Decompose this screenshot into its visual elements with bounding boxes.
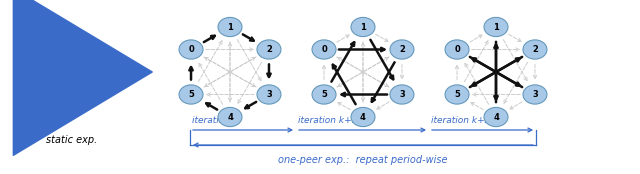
Text: 1: 1	[493, 22, 499, 31]
Text: 4: 4	[360, 113, 366, 121]
Text: 1: 1	[360, 22, 366, 31]
Ellipse shape	[390, 85, 414, 104]
Text: 0: 0	[454, 45, 460, 54]
Text: iteration k+1: iteration k+1	[298, 116, 357, 125]
Ellipse shape	[484, 107, 508, 127]
Text: 2: 2	[93, 53, 99, 62]
Ellipse shape	[179, 40, 203, 59]
Text: 0: 0	[321, 45, 327, 54]
Text: 5: 5	[321, 90, 327, 99]
Text: one-peer exp.:  repeat period-wise: one-peer exp.: repeat period-wise	[278, 155, 448, 165]
Ellipse shape	[85, 49, 108, 67]
Ellipse shape	[351, 107, 375, 127]
Ellipse shape	[36, 49, 59, 67]
Ellipse shape	[484, 17, 508, 37]
Ellipse shape	[312, 85, 336, 104]
Ellipse shape	[445, 40, 469, 59]
Text: iteration k+2: iteration k+2	[431, 116, 490, 125]
Ellipse shape	[61, 35, 83, 53]
Ellipse shape	[257, 40, 281, 59]
Text: 0: 0	[188, 45, 194, 54]
Ellipse shape	[351, 17, 375, 37]
Text: 3: 3	[532, 90, 538, 99]
Ellipse shape	[523, 40, 547, 59]
Ellipse shape	[390, 40, 414, 59]
Ellipse shape	[36, 77, 59, 95]
Ellipse shape	[85, 77, 108, 95]
Text: 5: 5	[45, 81, 51, 90]
Text: iteration k: iteration k	[192, 116, 238, 125]
Text: 5: 5	[454, 90, 460, 99]
Text: static exp.: static exp.	[46, 135, 98, 145]
Text: 3: 3	[266, 90, 272, 99]
Ellipse shape	[179, 85, 203, 104]
Text: 0: 0	[45, 53, 51, 62]
Text: 2: 2	[266, 45, 272, 54]
Text: 1: 1	[227, 22, 233, 31]
Ellipse shape	[61, 91, 83, 109]
Text: 2: 2	[532, 45, 538, 54]
Ellipse shape	[523, 85, 547, 104]
Text: 4: 4	[493, 113, 499, 121]
Text: 3: 3	[399, 90, 405, 99]
Text: 4: 4	[69, 96, 75, 105]
Ellipse shape	[445, 85, 469, 104]
Text: 1: 1	[69, 39, 75, 49]
Ellipse shape	[312, 40, 336, 59]
Ellipse shape	[218, 107, 242, 127]
Text: 5: 5	[188, 90, 194, 99]
Ellipse shape	[257, 85, 281, 104]
Text: 3: 3	[93, 81, 99, 90]
Ellipse shape	[218, 17, 242, 37]
Text: 4: 4	[227, 113, 233, 121]
Text: 2: 2	[399, 45, 405, 54]
